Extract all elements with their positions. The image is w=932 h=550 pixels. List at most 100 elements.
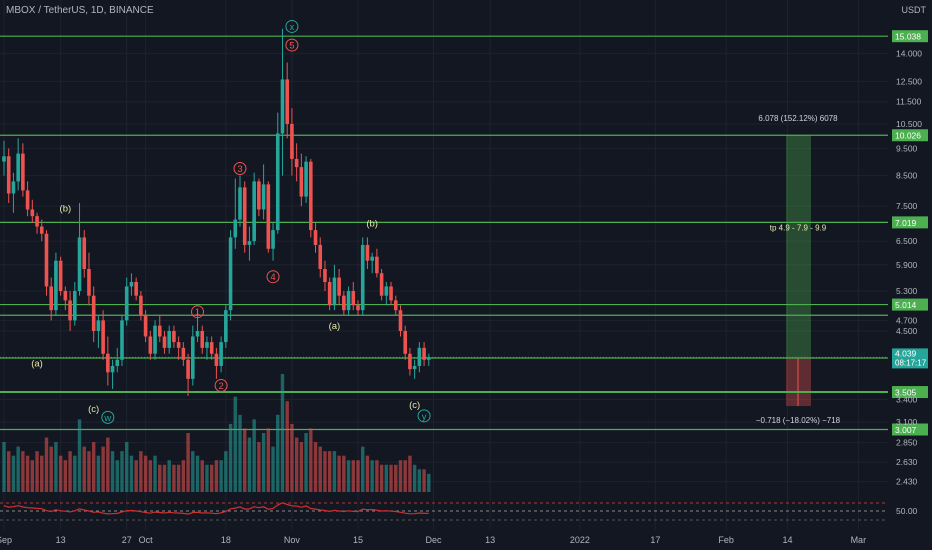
volume-bar bbox=[63, 460, 68, 492]
price-tick-label: 7.500 bbox=[896, 201, 918, 211]
candle-body bbox=[143, 315, 148, 337]
volume-bar bbox=[44, 437, 49, 492]
candle-body bbox=[280, 79, 285, 134]
wave-label: (c) bbox=[88, 404, 99, 415]
volume-bar bbox=[209, 464, 214, 492]
volume-bar bbox=[351, 460, 355, 492]
volume-bar bbox=[77, 419, 82, 492]
target-label: 6.078 (152.12%) 6078 bbox=[758, 114, 838, 123]
candle-body bbox=[337, 277, 341, 296]
candle-body bbox=[242, 187, 247, 245]
volume-bar bbox=[148, 460, 153, 492]
volume-bar bbox=[134, 460, 138, 492]
candle-body bbox=[129, 281, 134, 287]
time-tick-label: 15 bbox=[353, 535, 363, 545]
level-tag bbox=[892, 423, 928, 436]
volume-bar bbox=[120, 451, 124, 492]
current-price-tag bbox=[892, 348, 928, 369]
currency-label: USDT bbox=[901, 5, 927, 15]
wave-label: x bbox=[290, 22, 295, 33]
volume-bar bbox=[25, 455, 30, 492]
target-zone bbox=[786, 135, 811, 359]
time-tick-label: 17 bbox=[650, 535, 660, 545]
rsi-line bbox=[3, 502, 429, 515]
grid bbox=[0, 0, 888, 530]
price-tick-label: 6.500 bbox=[896, 236, 918, 246]
symbol-title: MBOX / TetherUS, 1D, BINANCE bbox=[6, 5, 154, 16]
candle-body bbox=[408, 353, 412, 370]
time-tick-label: Dec bbox=[426, 535, 443, 545]
candle-body bbox=[73, 291, 77, 321]
wave-circle bbox=[233, 162, 247, 176]
candle-body bbox=[290, 123, 294, 159]
level-label: 15.038 bbox=[895, 32, 921, 42]
level-tag bbox=[892, 386, 928, 399]
candle-body bbox=[157, 325, 162, 337]
time-tick-label: 2022 bbox=[570, 535, 590, 545]
candle-body bbox=[96, 320, 101, 331]
level-label: 3.505 bbox=[895, 388, 917, 398]
price-tick-label: 2.630 bbox=[896, 457, 918, 467]
price-tick-label: 2.850 bbox=[896, 438, 918, 448]
candle-body bbox=[304, 161, 308, 197]
level-tag bbox=[892, 30, 928, 43]
volume-bar bbox=[370, 460, 374, 492]
price-tick-label: 2.430 bbox=[896, 477, 918, 487]
volume-bar bbox=[389, 464, 393, 492]
volume-bar bbox=[294, 437, 299, 492]
volume-bar bbox=[158, 464, 162, 492]
volume-bar bbox=[318, 446, 322, 492]
volume-bar bbox=[30, 460, 35, 492]
wave-circle bbox=[191, 305, 205, 319]
candle-body bbox=[266, 184, 271, 249]
volume-bar bbox=[228, 423, 233, 492]
candle-body bbox=[332, 277, 337, 306]
candle-body bbox=[422, 347, 426, 360]
candle-body bbox=[393, 300, 398, 311]
candle-body bbox=[313, 230, 318, 245]
volume-bar bbox=[219, 460, 223, 492]
volume-bar bbox=[403, 460, 407, 492]
wave-label: 1 bbox=[195, 307, 200, 318]
volume-bar bbox=[139, 451, 143, 492]
candle-body bbox=[139, 295, 143, 316]
time-tick-label: 14 bbox=[783, 535, 793, 545]
candle-body bbox=[261, 184, 266, 210]
volume-bar bbox=[16, 446, 20, 492]
countdown-label: 08:17:17 bbox=[895, 358, 927, 367]
candle-body bbox=[299, 167, 304, 197]
candle-body bbox=[379, 273, 384, 296]
volume-bar bbox=[276, 414, 280, 492]
candle-body bbox=[16, 153, 20, 182]
level-tag bbox=[892, 298, 928, 311]
candle-body bbox=[389, 286, 393, 301]
volume-bar bbox=[304, 433, 308, 492]
candle-body bbox=[58, 260, 63, 292]
wave-circle bbox=[214, 379, 228, 393]
candle-body bbox=[153, 325, 157, 354]
volume-bar bbox=[233, 396, 237, 492]
candle-body bbox=[77, 237, 82, 292]
price-tick-label: 14.000 bbox=[896, 49, 922, 59]
wave-circle bbox=[266, 270, 280, 284]
volume-bar bbox=[143, 455, 148, 492]
volume-bar bbox=[205, 464, 209, 492]
wave-label: 4 bbox=[270, 272, 275, 283]
candle-body bbox=[2, 156, 6, 162]
volume-bar bbox=[54, 442, 58, 492]
candle-body bbox=[162, 336, 167, 348]
volume-bar bbox=[167, 460, 171, 492]
candle-body bbox=[115, 359, 120, 366]
volume-bar bbox=[422, 469, 426, 492]
level-label: 3.007 bbox=[895, 425, 917, 435]
price-tick-label: 8.500 bbox=[896, 171, 918, 181]
candle-body bbox=[195, 330, 200, 337]
candle-body bbox=[87, 268, 91, 296]
volume-bar bbox=[186, 433, 190, 492]
candle-body bbox=[238, 187, 242, 220]
candle-body bbox=[285, 79, 289, 124]
volume-bar bbox=[181, 460, 186, 492]
candle-body bbox=[30, 209, 35, 217]
